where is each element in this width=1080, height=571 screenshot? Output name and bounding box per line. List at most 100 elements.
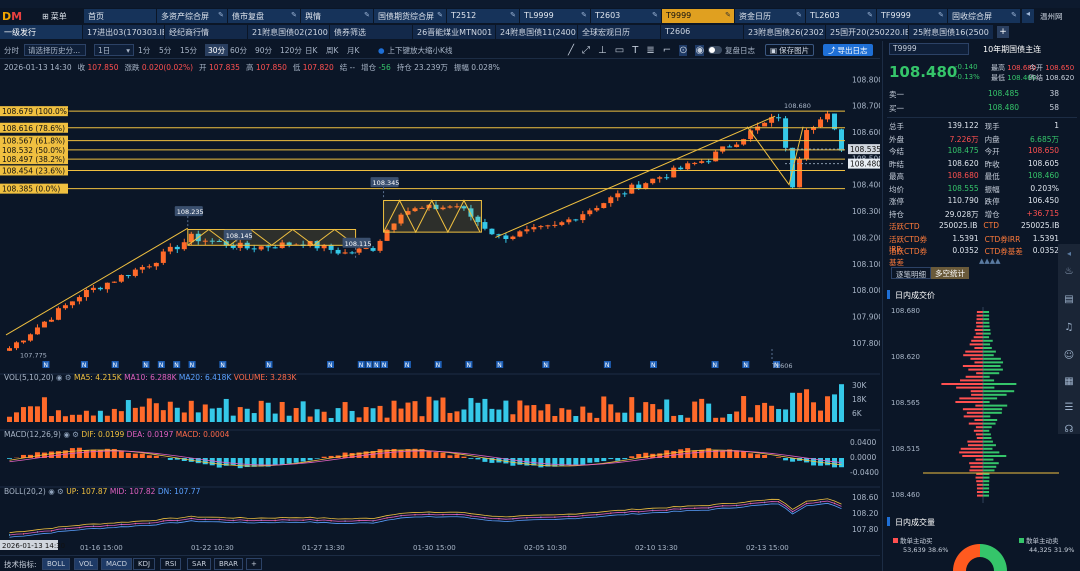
period-6[interactable]: 120分: [280, 45, 302, 55]
line-tool-icon[interactable]: ╱: [568, 44, 575, 56]
period-select[interactable]: 1日 ▾: [94, 44, 134, 56]
ruler-icon[interactable]: ⌐: [662, 44, 672, 56]
pin-icon[interactable]: ✎: [218, 11, 224, 19]
ray-tool-icon[interactable]: ⤢: [582, 44, 591, 56]
subtab-3[interactable]: 21附息国债02(2100: [248, 25, 329, 39]
fib-tool-icon[interactable]: ≣: [646, 44, 655, 56]
symbol-input[interactable]: T9999: [889, 43, 969, 55]
headset-icon[interactable]: ☊: [1064, 424, 1074, 435]
subtab-10[interactable]: 25国开20(250220.IB: [826, 25, 908, 39]
tab-1[interactable]: 多资产综合屏 ✎: [157, 9, 227, 23]
tab-0[interactable]: 首页: [84, 9, 156, 23]
tab-7[interactable]: T2603 ✎: [591, 9, 661, 23]
pin-icon[interactable]: ✎: [938, 11, 944, 19]
collapse-icon[interactable]: ◂: [1066, 249, 1071, 258]
vertical-line-icon[interactable]: ⊥: [598, 44, 607, 56]
review-log-toggle[interactable]: 复盘日志: [708, 44, 755, 56]
macd-bar: [727, 449, 733, 458]
history-search-input[interactable]: 请选择历史分...: [24, 44, 86, 56]
tab-5[interactable]: T2512 ✎: [447, 9, 519, 23]
pin-icon[interactable]: ✎: [364, 11, 370, 19]
indicator-rsi[interactable]: RSI: [160, 558, 182, 570]
pin-icon[interactable]: ✎: [291, 11, 297, 19]
candle-body: [139, 267, 145, 270]
tab-fenshi[interactable]: 分时: [4, 45, 19, 55]
collapse-icon[interactable]: ▲▲▲▲: [979, 257, 1001, 265]
period-8[interactable]: 周K: [326, 45, 339, 55]
period-4[interactable]: 60分: [230, 45, 248, 55]
tab-8[interactable]: T9999 ✎: [662, 9, 734, 23]
subtab-0[interactable]: 一级发行: [0, 25, 82, 39]
tab-12[interactable]: 固收综合屏 ✎: [948, 9, 1020, 23]
volume-bar: [62, 416, 68, 422]
candle-body: [692, 162, 698, 164]
indicator-sar[interactable]: SAR: [187, 558, 212, 570]
pin-icon[interactable]: ✎: [652, 11, 658, 19]
news-icon[interactable]: ▦: [1064, 376, 1074, 387]
subtab-7[interactable]: 全球宏观日历: [578, 25, 660, 39]
period-7[interactable]: 日K: [305, 45, 318, 55]
period-2[interactable]: 15分: [180, 45, 198, 55]
macd-bar: [272, 458, 278, 466]
subtab-5[interactable]: 26晋能煤业MTN001: [413, 25, 495, 39]
rect-tool-icon[interactable]: ▭: [614, 44, 625, 56]
subtab-6[interactable]: 24附息国债11(2400: [496, 25, 577, 39]
pin-icon[interactable]: ✎: [1011, 11, 1017, 19]
text-tool-icon[interactable]: T: [632, 44, 639, 56]
subtab-11[interactable]: 25附息国债16(2500: [909, 25, 993, 39]
indicator-boll[interactable]: BOLL: [42, 558, 70, 570]
pin-icon[interactable]: ✎: [725, 11, 731, 19]
tab-6[interactable]: TL9999 ✎: [520, 9, 590, 23]
tab-tick-detail[interactable]: 逐笔明细: [891, 267, 931, 279]
period-9[interactable]: 月K: [347, 45, 360, 55]
macd-bar: [608, 458, 614, 460]
tab-long-short[interactable]: 多空统计: [931, 267, 969, 279]
pin-icon[interactable]: ✎: [510, 11, 516, 19]
period-3[interactable]: 30分: [205, 44, 229, 56]
macd-bar: [398, 450, 404, 458]
subtab-8[interactable]: T2606: [661, 25, 743, 39]
tab-2[interactable]: 债市复盘 ✎: [228, 9, 300, 23]
export-log-button[interactable]: ⤴ 导出日志: [823, 44, 873, 56]
candle-body: [741, 139, 747, 145]
subtab-9[interactable]: 23附息国债26(2302: [744, 25, 825, 39]
tab-11[interactable]: TF9999 ✎: [877, 9, 947, 23]
magnet-icon[interactable]: ⊙: [679, 44, 688, 56]
period-1[interactable]: 5分: [159, 45, 172, 55]
period-5[interactable]: 90分: [255, 45, 273, 55]
subtab-4[interactable]: 债券筛选: [330, 25, 412, 39]
pin-icon[interactable]: ✎: [796, 11, 802, 19]
pin-icon[interactable]: ✎: [581, 11, 587, 19]
person-icon[interactable]: ☺: [1063, 350, 1075, 361]
list-icon[interactable]: ☰: [1064, 402, 1074, 413]
subtab-2[interactable]: 经纪商行情: [165, 25, 247, 39]
profile-bar-sell: [983, 429, 990, 432]
news-marker-label: N: [82, 362, 87, 369]
account-label[interactable]: 温州网: [1040, 12, 1063, 21]
menu-button[interactable]: ⊞ 菜单: [42, 11, 67, 21]
tab-9[interactable]: 资金日历 ✎: [735, 9, 805, 23]
indicator-vol[interactable]: VOL: [74, 558, 99, 570]
pin-icon[interactable]: ✎: [867, 11, 873, 19]
fire-icon[interactable]: ♨: [1064, 266, 1074, 277]
macd-legend: MACD(12,26,9) ◉ ⚙ DIF: 0.0199 DEA: 0.019…: [4, 430, 230, 439]
subtab-1[interactable]: 17进出03(170303.IB: [83, 25, 164, 39]
pin-icon[interactable]: ✎: [437, 11, 443, 19]
tab-scroll-icon[interactable]: ◂: [1022, 9, 1034, 23]
tab-4[interactable]: 国债期货综合屏 ✎: [374, 9, 446, 23]
report-icon[interactable]: ▤: [1064, 294, 1074, 305]
candle-body: [699, 161, 705, 163]
save-image-button[interactable]: ▣ 保存图片: [765, 44, 815, 56]
news-marker-label: N: [466, 362, 471, 369]
tab-3[interactable]: 舆情 ✎: [301, 9, 373, 23]
eye-icon[interactable]: ◉: [695, 44, 705, 56]
add-tab-button[interactable]: +: [997, 26, 1009, 38]
add-indicator-button[interactable]: +: [246, 558, 262, 570]
bell-icon[interactable]: ♫: [1064, 322, 1074, 333]
indicator-brar[interactable]: BRAR: [214, 558, 244, 570]
tab-10[interactable]: TL2603 ✎: [806, 9, 876, 23]
indicator-macd[interactable]: MACD: [101, 558, 132, 570]
indicator-kdj[interactable]: KDJ: [133, 558, 156, 570]
kline-chart[interactable]: 108.800108.700108.600108.500108.400108.3…: [0, 74, 880, 555]
period-0[interactable]: 1分: [138, 45, 151, 55]
